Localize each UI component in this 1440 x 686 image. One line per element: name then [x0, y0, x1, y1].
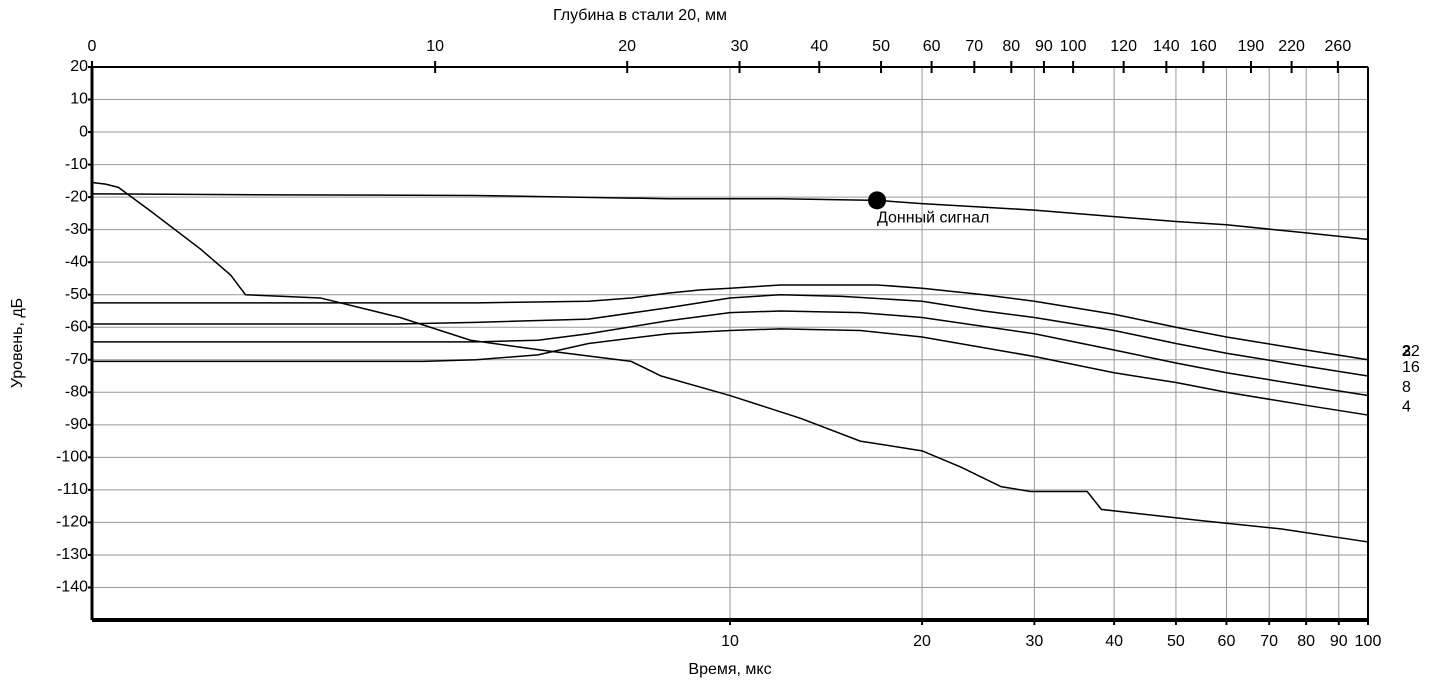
x-tick-label: 80: [1297, 633, 1315, 650]
top-axis-title: Глубина в стали 20, мм: [553, 7, 727, 24]
x2-tick-label: 60: [923, 38, 941, 55]
y-tick-label: -90: [65, 416, 88, 433]
x2-tick-label: 100: [1060, 38, 1087, 55]
x2-tick-label: 30: [731, 38, 749, 55]
y-tick-label: -100: [56, 449, 88, 466]
series-line: [92, 284, 1369, 361]
x2-tick-label: 190: [1238, 38, 1265, 55]
y-tick-label: -140: [56, 579, 88, 596]
series-line: [92, 293, 1369, 377]
y-tick-label: -30: [65, 221, 88, 238]
x2-tick-label: 70: [965, 38, 983, 55]
series-line: [92, 328, 1369, 416]
y-axis-title: Уровень, дБ: [9, 298, 26, 388]
x2-tick-label: 20: [618, 38, 636, 55]
y-tick-label: -10: [65, 156, 88, 173]
legend-label: 4: [1402, 398, 1411, 415]
y-tick-label: -50: [65, 286, 88, 303]
series-line: [91, 193, 1369, 241]
x2-tick-label: 260: [1325, 38, 1352, 55]
y-tick-label: -70: [65, 351, 88, 368]
legend-label: 32: [1402, 343, 1420, 360]
y-tick-label: -120: [56, 514, 88, 531]
x2-tick-label: 120: [1110, 38, 1137, 55]
y-tick-label: 10: [70, 91, 88, 108]
y-tick-label: -40: [65, 253, 88, 270]
series-line: [92, 310, 1369, 397]
y-tick-label: 20: [70, 58, 88, 75]
y-tick-label: 0: [79, 123, 88, 140]
x-tick-label: 40: [1105, 633, 1123, 650]
x2-tick-label: 90: [1035, 38, 1053, 55]
annotation: Донный сигнал: [877, 210, 989, 227]
x-tick-label: 20: [913, 633, 931, 650]
x-tick-label: 70: [1260, 633, 1278, 650]
x2-tick-label: 80: [1002, 38, 1020, 55]
x-tick-label: 90: [1330, 633, 1348, 650]
x2-tick-label: 160: [1190, 38, 1217, 55]
x2-tick-label: 50: [872, 38, 890, 55]
y-tick-label: -110: [57, 481, 88, 498]
y-tick-label: -80: [65, 384, 88, 401]
bottom-signal-marker: [868, 191, 887, 210]
x2-tick-label: 40: [810, 38, 828, 55]
y-tick-label: -130: [56, 546, 88, 563]
legend-label: 8: [1402, 379, 1411, 396]
x-tick-label: 100: [1355, 633, 1382, 650]
x2-tick-label: 140: [1153, 38, 1180, 55]
x-tick-label: 60: [1218, 633, 1236, 650]
x-tick-label: 10: [721, 633, 739, 650]
x2-tick-label: 10: [426, 38, 444, 55]
x-axis-title: Время, мкс: [688, 661, 771, 678]
x2-tick-label: 220: [1278, 38, 1305, 55]
x2-tick-label: 0: [88, 38, 97, 55]
annotation: 2: [1402, 343, 1411, 360]
y-tick-label: -60: [65, 318, 88, 335]
y-tick-label: -20: [65, 188, 88, 205]
x-tick-label: 30: [1026, 633, 1044, 650]
legend-label: 16: [1402, 359, 1420, 376]
x-tick-label: 50: [1167, 633, 1185, 650]
series-line: [91, 181, 1369, 543]
